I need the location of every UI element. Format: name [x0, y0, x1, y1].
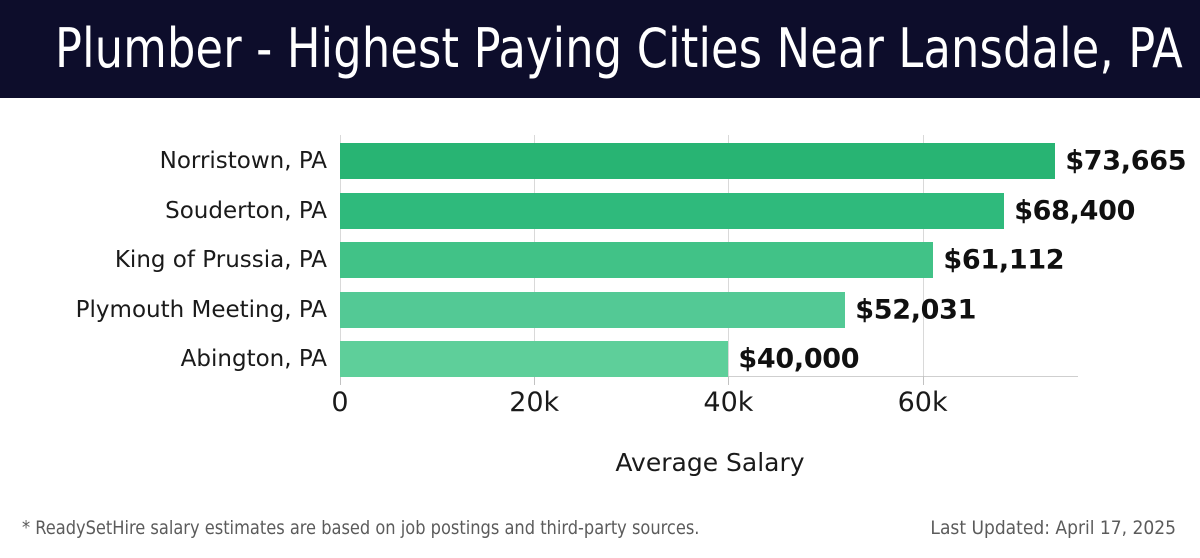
- bar-value-label: $68,400: [1014, 195, 1136, 226]
- bar[interactable]: [340, 143, 1056, 179]
- x-axis-tick-label: 20k: [509, 387, 560, 418]
- page-title: Plumber - Highest Paying Cities Near Lan…: [55, 17, 1183, 80]
- x-axis-tick-label: 0: [331, 387, 349, 418]
- x-axis-title: Average Salary: [0, 448, 1200, 477]
- category-label-slot: Abington, PA: [0, 341, 327, 377]
- x-axis-tick: [922, 376, 924, 385]
- y-axis-category-label: Plymouth Meeting, PA: [75, 296, 327, 323]
- category-label-slot: Norristown, PA: [0, 143, 327, 179]
- bar-value-label: $73,665: [1065, 145, 1187, 177]
- footer-disclaimer: * ReadySetHire salary estimates are base…: [22, 517, 700, 539]
- bar[interactable]: [340, 242, 934, 278]
- x-axis-tick-label: 60k: [897, 387, 948, 418]
- bar-value-label: $61,112: [943, 244, 1065, 276]
- category-label-slot: Plymouth Meeting, PA: [0, 292, 327, 328]
- footer: * ReadySetHire salary estimates are base…: [0, 505, 1200, 558]
- bar-row[interactable]: $52,031: [340, 291, 1200, 328]
- x-axis-tick: [340, 376, 341, 385]
- y-axis-category-label: Souderton, PA: [165, 197, 327, 224]
- y-axis-category-label: King of Prussia, PA: [114, 247, 327, 273]
- bar-row[interactable]: $40,000: [340, 341, 1200, 377]
- x-axis-tick: [728, 376, 730, 385]
- x-axis-tick-label: 40k: [703, 387, 754, 418]
- chart-canvas: Average Salary 0 20k 40k 60k $73,665 Norristo…: [0, 98, 1200, 505]
- bar-value-label: $52,031: [855, 294, 977, 325]
- bar[interactable]: [340, 291, 846, 328]
- title-header-bar: Plumber - Highest Paying Cities Near Lan…: [0, 0, 1200, 98]
- bar[interactable]: [340, 341, 729, 377]
- y-axis-category-label: Norristown, PA: [159, 148, 327, 174]
- bar-row[interactable]: $73,665: [340, 143, 1200, 179]
- bar-row[interactable]: $61,112: [340, 242, 1200, 278]
- category-label-slot: King of Prussia, PA: [0, 242, 327, 278]
- x-axis-tick: [534, 376, 536, 385]
- bar[interactable]: [340, 192, 1005, 229]
- footer-last-updated: Last Updated: April 17, 2025: [930, 517, 1176, 539]
- x-axis-title-label: Average Salary: [615, 448, 805, 477]
- category-label-slot: Souderton, PA: [0, 193, 327, 229]
- y-axis-category-label: Abington, PA: [180, 346, 327, 372]
- bar-row[interactable]: $68,400: [340, 192, 1200, 229]
- bar-value-label: $40,000: [738, 343, 860, 375]
